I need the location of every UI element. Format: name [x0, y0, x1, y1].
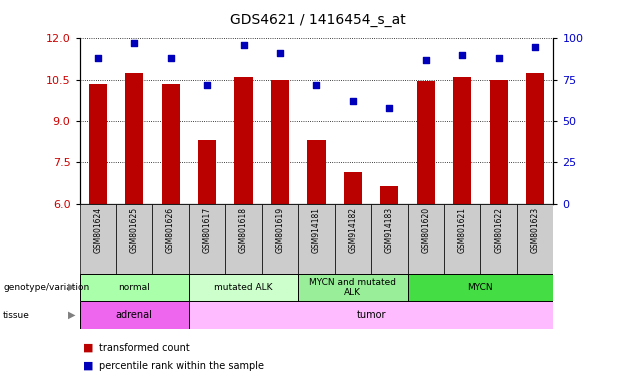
Text: tumor: tumor	[356, 310, 386, 320]
Bar	[417, 81, 435, 204]
Bar	[225, 204, 262, 275]
Text: GSM801620: GSM801620	[421, 207, 430, 253]
Point	[420, 57, 431, 63]
Bar	[298, 204, 335, 275]
Point	[129, 40, 139, 46]
Text: adrenal: adrenal	[116, 310, 153, 320]
Text: genotype/variation: genotype/variation	[3, 283, 90, 292]
Text: ▶: ▶	[67, 310, 75, 320]
Bar	[408, 204, 444, 275]
Text: GSM914182: GSM914182	[349, 207, 357, 253]
Text: GSM801621: GSM801621	[458, 207, 467, 253]
Bar	[517, 204, 553, 275]
Bar	[335, 204, 371, 275]
Text: GSM914181: GSM914181	[312, 207, 321, 253]
Text: GSM914183: GSM914183	[385, 207, 394, 253]
Bar	[307, 140, 326, 204]
Bar	[271, 80, 289, 204]
Text: ■: ■	[83, 361, 93, 371]
Bar	[526, 73, 544, 204]
Text: GSM801618: GSM801618	[239, 207, 248, 253]
Bar	[343, 172, 362, 204]
Text: transformed count: transformed count	[99, 343, 190, 353]
Bar	[80, 301, 189, 329]
Bar	[198, 140, 216, 204]
Bar	[480, 204, 517, 275]
Point	[457, 52, 467, 58]
Point	[165, 55, 176, 61]
Point	[348, 98, 358, 104]
Bar	[125, 73, 143, 204]
Text: GSM801625: GSM801625	[130, 207, 139, 253]
Text: normal: normal	[118, 283, 150, 292]
Bar	[80, 204, 116, 275]
Bar	[153, 204, 189, 275]
Bar	[189, 274, 298, 301]
Bar	[298, 274, 408, 301]
Point	[312, 81, 322, 88]
Point	[238, 42, 249, 48]
Text: GSM801619: GSM801619	[275, 207, 284, 253]
Bar	[444, 204, 480, 275]
Bar	[453, 77, 471, 204]
Bar	[408, 274, 553, 301]
Point	[93, 55, 103, 61]
Text: MYCN and mutated
ALK: MYCN and mutated ALK	[309, 278, 396, 297]
Text: GDS4621 / 1416454_s_at: GDS4621 / 1416454_s_at	[230, 13, 406, 27]
Text: percentile rank within the sample: percentile rank within the sample	[99, 361, 263, 371]
Text: GSM801622: GSM801622	[494, 207, 503, 253]
Bar	[162, 84, 180, 204]
Point	[384, 105, 394, 111]
Bar	[189, 301, 553, 329]
Point	[530, 44, 540, 50]
Text: GSM801623: GSM801623	[530, 207, 539, 253]
Text: ▶: ▶	[67, 282, 75, 292]
Point	[202, 81, 212, 88]
Bar	[88, 84, 107, 204]
Text: ■: ■	[83, 343, 93, 353]
Bar	[262, 204, 298, 275]
Bar	[80, 274, 189, 301]
Text: MYCN: MYCN	[467, 283, 494, 292]
Text: GSM801624: GSM801624	[93, 207, 102, 253]
Bar	[235, 77, 252, 204]
Bar	[380, 185, 398, 204]
Bar	[189, 204, 225, 275]
Point	[275, 50, 285, 56]
Bar	[371, 204, 408, 275]
Bar	[116, 204, 153, 275]
Bar	[490, 80, 508, 204]
Text: GSM801617: GSM801617	[203, 207, 212, 253]
Text: tissue: tissue	[3, 311, 30, 320]
Text: mutated ALK: mutated ALK	[214, 283, 273, 292]
Point	[494, 55, 504, 61]
Text: GSM801626: GSM801626	[166, 207, 175, 253]
